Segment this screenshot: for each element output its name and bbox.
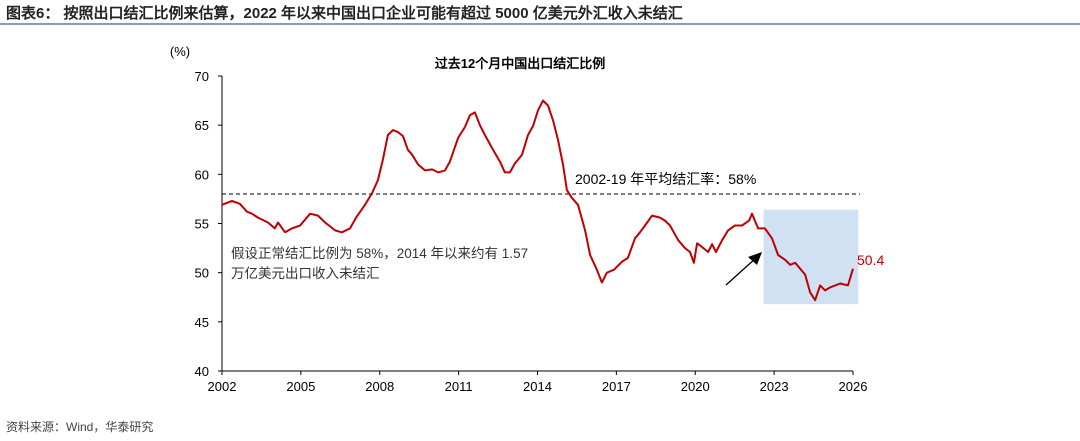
x-tick-label: 2005: [286, 379, 315, 394]
y-tick-label: 45: [195, 315, 209, 330]
y-tick-label: 40: [195, 364, 209, 379]
x-tick-label: 2020: [681, 379, 710, 394]
y-axis-unit: (%): [170, 44, 190, 59]
highlight-region: [763, 209, 859, 305]
chart-title: 过去12个月中国出口结汇比例: [435, 56, 605, 71]
x-tick-label: 2023: [760, 379, 789, 394]
y-tick-label: 50: [195, 266, 209, 281]
reference-line-label: 2002-19 年平均结汇率：58%: [575, 171, 756, 187]
figure-title: 图表6： 按照出口结汇比例来估算，2022 年以来中国出口企业可能有超过 500…: [6, 5, 683, 22]
annotation-line-1: 假设正常结汇比例为 58%，2014 年以来约有 1.57: [231, 246, 528, 261]
x-tick-label: 2008: [365, 379, 394, 394]
x-tick-label: 2011: [445, 379, 473, 394]
x-tick-label: 2026: [839, 379, 868, 394]
x-tick-label: 2002: [208, 379, 237, 394]
x-tick-label: 2017: [602, 379, 631, 394]
annotation-arrow: [725, 257, 757, 286]
arrow-head: [748, 252, 762, 265]
annotation-line-2: 万亿美元出口收入未结汇: [231, 266, 380, 281]
y-tick-label: 70: [195, 69, 209, 84]
y-tick-label: 55: [195, 217, 209, 232]
source-note: 资料来源：Wind，华泰研究: [6, 420, 154, 434]
title-divider: [0, 23, 1080, 25]
end-value-label: 50.4: [857, 252, 884, 268]
x-tick-label: 2014: [523, 379, 552, 394]
y-tick-label: 60: [195, 167, 209, 182]
y-tick-label: 65: [195, 118, 209, 133]
series-line: [221, 99, 854, 302]
